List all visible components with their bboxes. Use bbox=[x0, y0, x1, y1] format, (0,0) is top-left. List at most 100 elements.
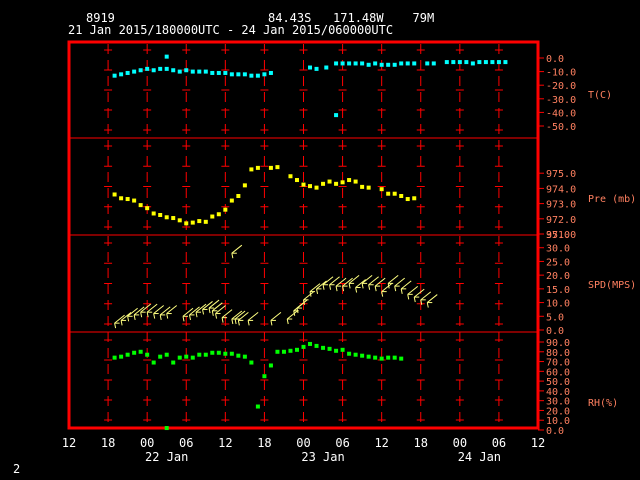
pressure-point bbox=[288, 174, 293, 179]
temperature-point bbox=[197, 69, 202, 74]
x-tick-label: 00 bbox=[453, 436, 467, 450]
wind-arrow bbox=[182, 307, 194, 322]
wind-arrow bbox=[189, 306, 200, 321]
y-tick-label: 20.0 bbox=[546, 271, 570, 282]
wind-arrow-head bbox=[355, 287, 358, 293]
humidity-point bbox=[184, 354, 189, 359]
temperature-point bbox=[138, 68, 143, 73]
time-range: 21 Jan 2015/180000UTC - 24 Jan 2015/0600… bbox=[68, 23, 394, 37]
pressure-point bbox=[210, 214, 215, 219]
pressure-point bbox=[236, 194, 241, 198]
wind-arrow bbox=[400, 280, 412, 294]
x-tick-label: 12 bbox=[374, 436, 388, 450]
humidity-point bbox=[145, 352, 150, 357]
wind-arrow bbox=[329, 276, 340, 290]
pressure-point bbox=[223, 207, 228, 212]
humidity-point bbox=[112, 355, 117, 360]
wind-arrow-shaft bbox=[231, 244, 243, 254]
wind-arrow-head bbox=[407, 294, 410, 300]
wind-arrow bbox=[120, 312, 132, 326]
humidity-point bbox=[125, 352, 130, 357]
temperature-point bbox=[477, 60, 482, 65]
wind-arrow bbox=[355, 279, 366, 293]
wind-arrow-head bbox=[208, 307, 211, 314]
humidity-point bbox=[177, 355, 182, 360]
temperature-point bbox=[353, 61, 358, 66]
wind-arrow-shaft bbox=[322, 276, 334, 286]
y-tick-label: 50.0 bbox=[546, 377, 570, 388]
humidity-point bbox=[392, 355, 397, 360]
temperature-point bbox=[490, 60, 495, 65]
pressure-point bbox=[347, 178, 352, 183]
temperature-point bbox=[425, 61, 430, 66]
wind-arrow-head bbox=[234, 318, 237, 325]
humidity-point bbox=[327, 346, 332, 351]
pressure-point bbox=[184, 221, 189, 226]
wind-arrow bbox=[208, 299, 220, 314]
temperature-point bbox=[164, 66, 169, 71]
wind-arrow bbox=[153, 305, 164, 319]
pressure-point bbox=[327, 179, 332, 184]
temperature-point bbox=[366, 62, 371, 67]
temperature-point bbox=[132, 69, 137, 74]
y-tick-label: 80.0 bbox=[546, 348, 570, 359]
wind-arrow-shaft bbox=[413, 288, 425, 298]
pressure-point bbox=[132, 198, 137, 203]
humidity-point bbox=[190, 355, 195, 360]
pressure-point bbox=[405, 197, 410, 202]
pressure-point bbox=[321, 181, 326, 186]
wind-arrow-shaft bbox=[114, 314, 125, 324]
wind-arrow-head bbox=[322, 284, 325, 290]
wind-arrow-shaft bbox=[231, 310, 243, 320]
wind-arrow-head bbox=[153, 313, 156, 319]
wind-arrow-shaft bbox=[374, 277, 386, 287]
wind-arrow-head bbox=[120, 320, 123, 326]
wind-arrow-shaft bbox=[329, 276, 340, 286]
pressure-point bbox=[334, 181, 339, 186]
temperature-point bbox=[496, 60, 501, 65]
humidity-point bbox=[321, 345, 326, 350]
temperature-point bbox=[503, 60, 508, 65]
wind-arrow bbox=[127, 307, 138, 322]
temperature-point bbox=[112, 73, 117, 78]
wind-arrow bbox=[114, 314, 125, 329]
y-tick-label: 975.0 bbox=[546, 169, 576, 180]
humidity-point bbox=[151, 360, 156, 365]
temperature-point bbox=[268, 70, 273, 75]
wind-arrow-head bbox=[237, 320, 240, 326]
wind-arrow bbox=[202, 301, 213, 315]
wind-arrow-shaft bbox=[286, 310, 298, 320]
pressure-point bbox=[275, 165, 280, 170]
temperature-point bbox=[242, 72, 247, 77]
pressure-point bbox=[379, 187, 384, 192]
temperature-point bbox=[451, 60, 456, 65]
x-tick-label: 00 bbox=[140, 436, 154, 450]
y-tick-label: 973.0 bbox=[546, 200, 576, 211]
wind-arrow-head bbox=[127, 316, 130, 322]
wind-arrow bbox=[231, 244, 243, 259]
y-tick-label: 0.0 bbox=[546, 54, 564, 65]
temperature-point bbox=[223, 70, 228, 75]
wind-arrow-head bbox=[270, 320, 273, 326]
temperature-point bbox=[210, 70, 215, 75]
wind-arrow-head bbox=[140, 312, 143, 318]
temperature-point bbox=[171, 68, 176, 73]
wind-arrow bbox=[368, 276, 379, 290]
wind-arrow bbox=[420, 291, 432, 305]
day-label: 23 Jan bbox=[301, 450, 344, 464]
wind-arrow bbox=[316, 280, 327, 294]
humidity-point bbox=[197, 352, 202, 357]
temperature-point bbox=[405, 61, 410, 66]
pressure-point bbox=[158, 213, 163, 217]
wind-arrow-head bbox=[374, 286, 377, 292]
humidity-point bbox=[308, 341, 313, 346]
wind-arrow-shaft bbox=[159, 306, 171, 316]
humidity-point bbox=[386, 355, 391, 360]
humidity-point bbox=[379, 356, 384, 361]
wind-arrow-head bbox=[133, 314, 136, 321]
wind-arrow-shaft bbox=[153, 305, 164, 314]
wind-arrow-head bbox=[146, 312, 149, 318]
wind-arrow-head bbox=[202, 309, 205, 315]
wind-arrow-head bbox=[342, 286, 345, 292]
wind-arrow-shaft bbox=[355, 279, 366, 288]
